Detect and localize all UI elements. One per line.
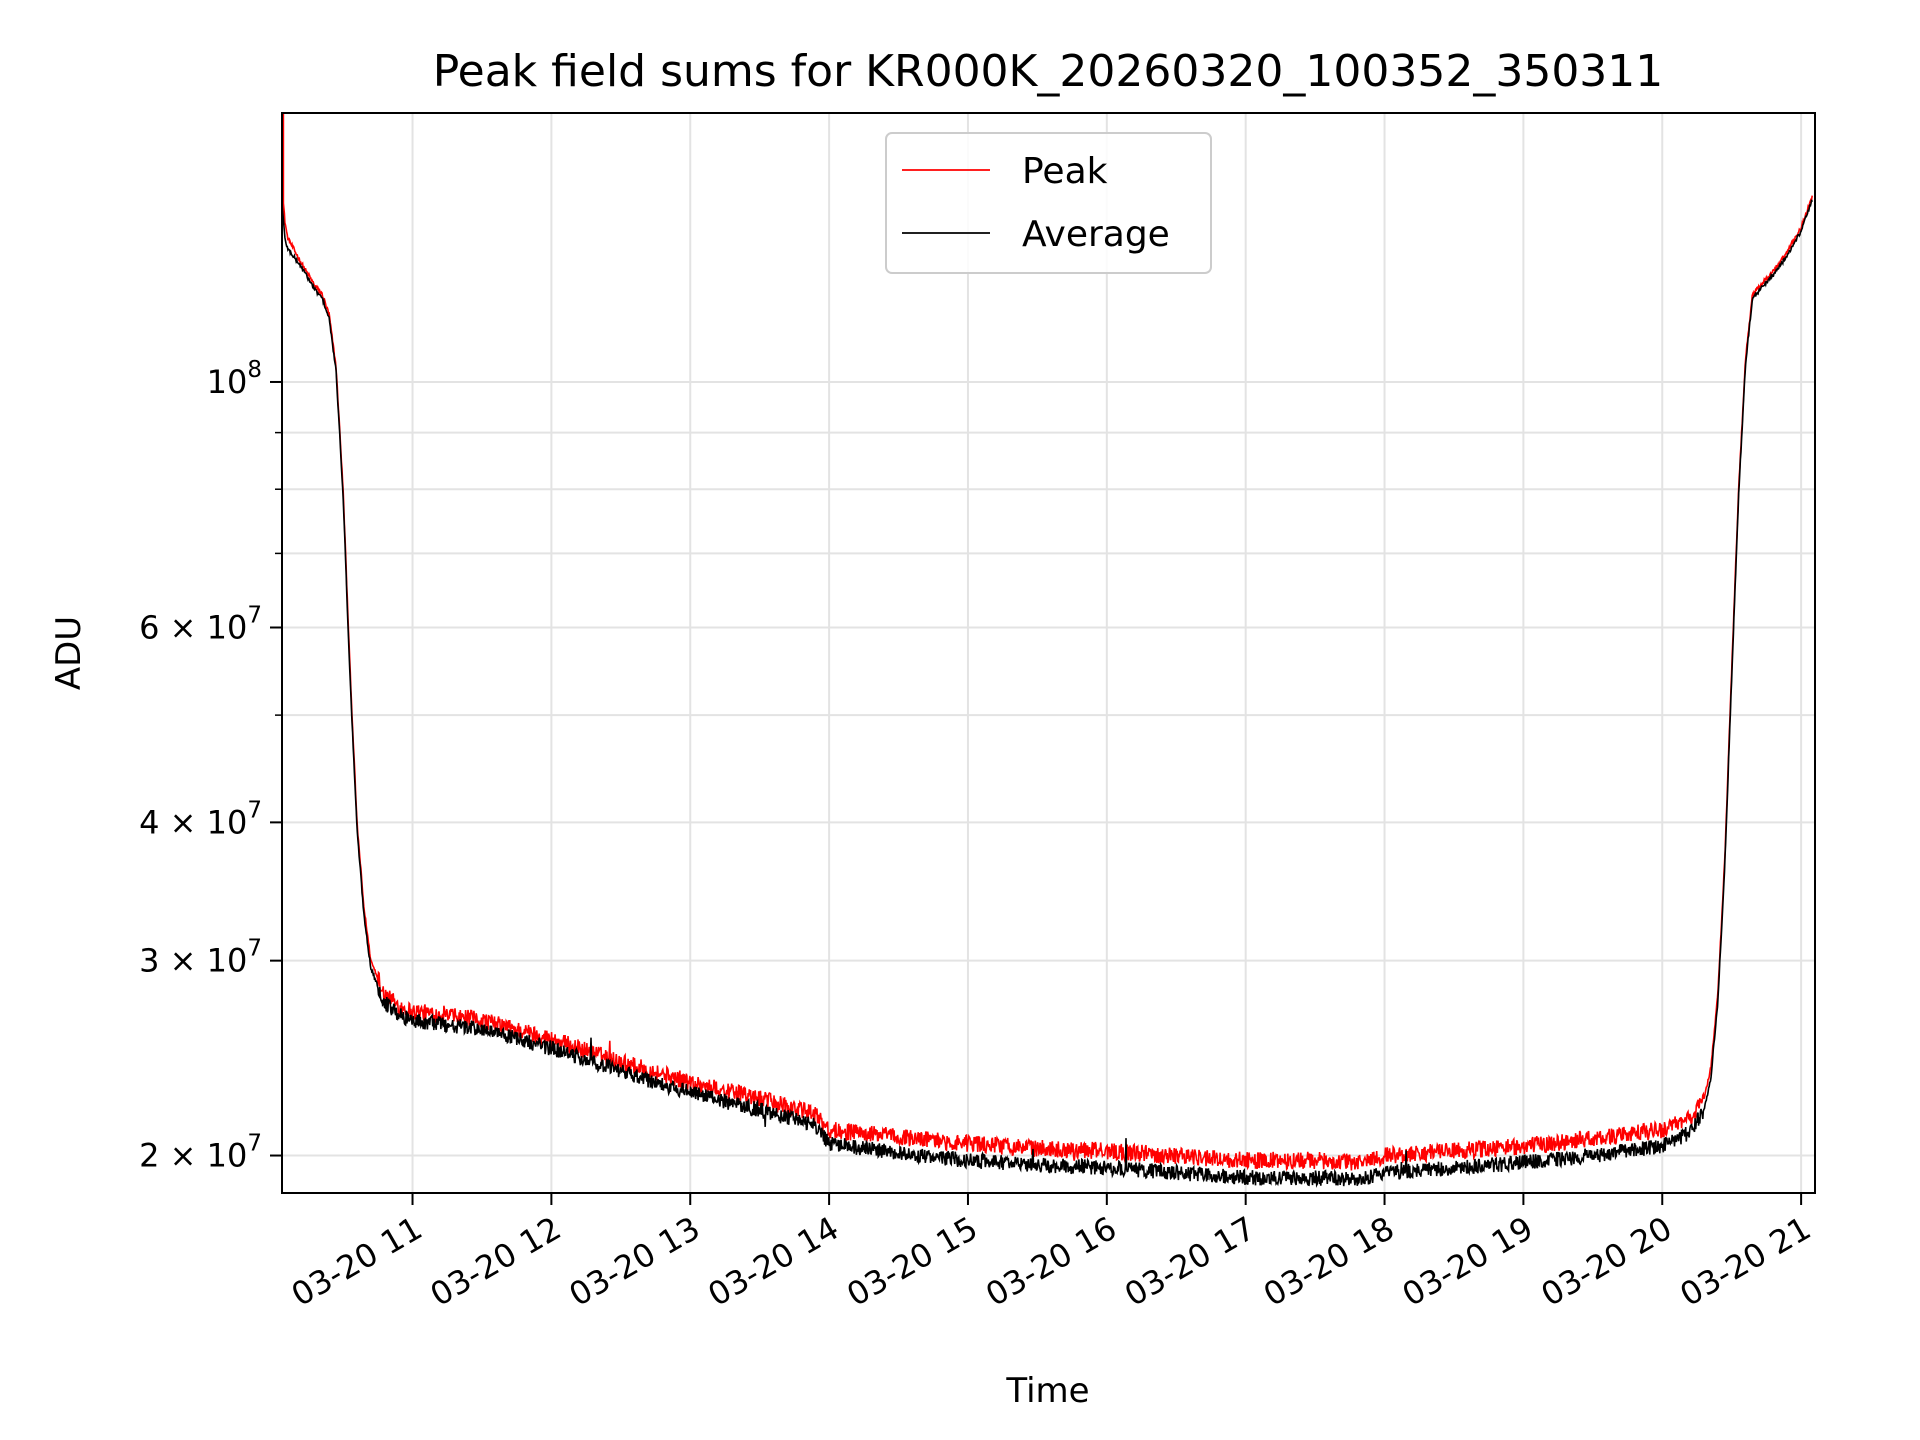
y-tick-mantissa: 4 × 10	[139, 803, 247, 841]
legend: Peak Average	[885, 132, 1212, 274]
y-tick-exponent: 7	[247, 602, 262, 628]
y-tick-exponent: 7	[247, 1131, 262, 1157]
y-tick-label: 2 × 107	[139, 1131, 262, 1175]
y-tick-mantissa: 10	[207, 363, 248, 401]
legend-label-peak: Peak	[1022, 151, 1108, 192]
legend-box	[885, 132, 1212, 274]
y-tick-mantissa: 3 × 10	[139, 942, 247, 980]
y-tick-label: 6 × 107	[139, 602, 262, 646]
y-tick-mantissa: 2 × 10	[139, 1137, 247, 1175]
y-tick-label: 108	[207, 357, 262, 401]
grid	[282, 113, 1815, 1193]
y-tick-exponent: 7	[247, 936, 262, 962]
y-axis-title: ADU	[49, 616, 89, 690]
y-tick-label: 3 × 107	[139, 936, 262, 980]
y-tick-exponent: 8	[247, 357, 262, 383]
y-tick-mantissa: 6 × 10	[139, 608, 247, 646]
x-axis-title: Time	[1005, 1371, 1089, 1411]
series-lines	[281, 113, 1813, 1188]
chart-title: Peak field sums for KR000K_20260320_1003…	[433, 46, 1664, 97]
y-tick-exponent: 7	[247, 797, 262, 823]
y-tick-label: 4 × 107	[139, 797, 262, 841]
plot-frame	[281, 112, 1816, 1194]
series-line-average	[281, 199, 1813, 1188]
series-line-peak	[281, 113, 1813, 1172]
legend-label-average: Average	[1022, 214, 1170, 255]
